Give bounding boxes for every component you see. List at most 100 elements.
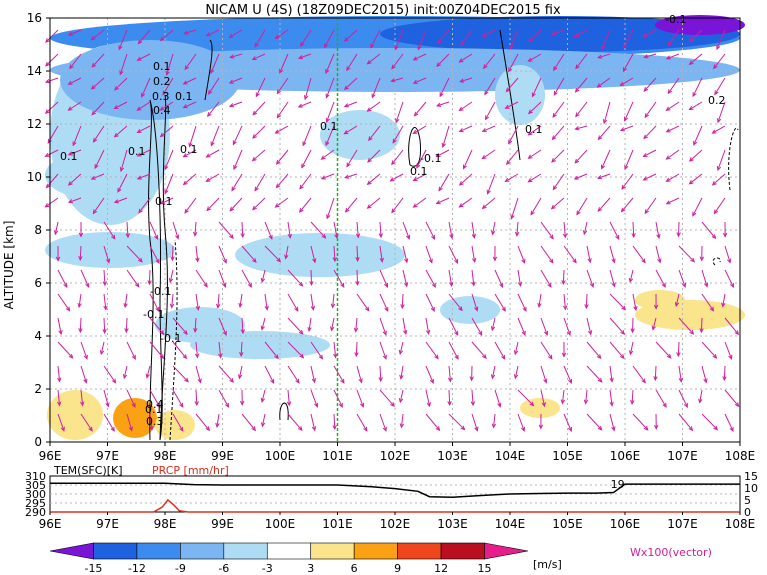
wind-vector-0: [45, 29, 59, 43]
wind-vector-319: [471, 341, 487, 359]
contour-label-3: 0.1: [175, 90, 193, 103]
wind-vector-head-381: [552, 185, 558, 191]
wind-vector-head-74: [136, 152, 142, 157]
wind-vector-head-455: [651, 325, 656, 331]
wind-vector-7: [45, 197, 59, 208]
wind-vector-head-252: [382, 354, 387, 360]
wind-vector-head-201: [318, 354, 324, 360]
wind-vector-head-76: [138, 208, 143, 214]
colorbar-tick-12: 12: [434, 562, 448, 575]
wind-vector-head-349: [514, 231, 520, 237]
vector-legend: Wx100(vector): [630, 546, 712, 559]
wind-vector-137: [230, 53, 243, 58]
contour-label-18: 0.3: [146, 415, 164, 428]
wind-vector-198: [310, 293, 314, 310]
wind-vector-head-257: [391, 64, 396, 70]
wind-vector-head-384: [572, 258, 577, 264]
wind-vector-head-296: [438, 186, 443, 192]
wind-vector-head-481: [693, 140, 698, 146]
wind-vector-head-188: [300, 42, 305, 48]
wind-vector-113: [195, 293, 199, 310]
wind-vector-370: [540, 341, 553, 360]
wind-vector-132: [218, 341, 222, 358]
colorbar-unit: [m/s]: [533, 558, 562, 571]
wind-vector-head-450: [644, 209, 649, 215]
wind-vector-head-457: [653, 376, 658, 382]
wind-vector-head-133: [218, 353, 223, 359]
wind-vector-head-335: [501, 306, 506, 312]
wind-vector-394: [575, 101, 588, 117]
wind-vector-363: [528, 173, 542, 183]
wind-vector-12: [57, 317, 62, 335]
wind-vector-135: [216, 413, 220, 427]
wind-vector-head-420: [621, 305, 627, 311]
wind-vector-head-479: [692, 92, 697, 98]
wind-vector-347: [510, 197, 519, 219]
x-tick-105E: 105E: [552, 449, 583, 463]
wind-vector-head-454: [653, 304, 659, 310]
wind-vector-head-458: [662, 402, 667, 408]
wind-vector-465: [666, 173, 680, 182]
wind-vector-head-279: [412, 177, 418, 182]
wind-vector-head-476: [688, 426, 694, 432]
wind-vector-head-21: [67, 106, 73, 111]
wind-vector-283: [425, 293, 435, 312]
wind-vector-head-265: [404, 258, 409, 264]
wind-vector-33: [80, 413, 93, 432]
wind-vector-head-327: [484, 115, 490, 121]
wind-vector-277: [416, 149, 427, 168]
wind-vector-234: [355, 341, 358, 357]
wind-vector-345: [506, 149, 519, 165]
wind-vector-509: [724, 413, 734, 432]
wind-vector-92: [160, 197, 174, 205]
contour-label-7: 0.1: [180, 143, 198, 156]
wind-vector-head-164: [260, 277, 266, 283]
wind-vector-head-63: [123, 303, 128, 309]
wind-vector-head-150: [239, 351, 244, 358]
wind-vector-80: [149, 317, 164, 335]
wind-vector-head-65: [131, 354, 136, 360]
wind-vector-head-307: [460, 40, 465, 46]
wind-vector-head-431: [624, 165, 629, 171]
wind-vector-head-57: [119, 166, 125, 173]
y-tick-16: 16: [27, 11, 42, 25]
wind-vector-298: [448, 245, 459, 264]
wind-vector-head-275: [412, 79, 418, 84]
wind-vector-410: [597, 77, 611, 88]
wind-vector-331: [492, 221, 496, 235]
wind-vector-492: [701, 413, 718, 430]
wind-vector-359: [531, 77, 542, 97]
wind-vector-head-51: [110, 426, 115, 432]
wind-vector-head-105: [182, 80, 188, 85]
wind-vector-head-240: [366, 59, 372, 65]
wind-vector-24: [68, 197, 82, 203]
wind-vector-133: [218, 365, 234, 383]
wind-vector-388: [563, 365, 572, 384]
wind-vector-111: [195, 245, 199, 262]
wind-vector-head-357: [520, 426, 526, 432]
wind-vector-head-52: [118, 45, 123, 51]
wind-vector-173: [276, 101, 289, 118]
wind-vector-head-125: [205, 153, 211, 158]
wind-vector-189: [304, 77, 312, 100]
wind-vector-head-300: [448, 281, 454, 288]
wind-vector-head-364: [527, 178, 533, 183]
wind-vector-head-73: [136, 128, 142, 134]
wind-vector-head-437: [633, 305, 638, 312]
wind-vector-381: [551, 197, 565, 210]
wind-vector-57: [117, 173, 128, 193]
wind-vector-head-410: [597, 54, 603, 59]
wind-vector-75: [138, 197, 151, 213]
wind-vector-462: [666, 101, 680, 111]
wind-vector-37: [91, 101, 105, 115]
wind-vector-504: [722, 293, 726, 307]
wind-vector-96: [171, 293, 174, 308]
wind-vector-head-396: [574, 126, 580, 131]
wind-vector-head-246: [366, 204, 372, 209]
wind-vector-head-439: [628, 350, 634, 356]
wind-vector-326: [485, 101, 496, 120]
wind-vector-352: [517, 317, 526, 336]
wind-vector-head-241: [371, 93, 376, 99]
wind-vector-68: [138, 29, 151, 44]
